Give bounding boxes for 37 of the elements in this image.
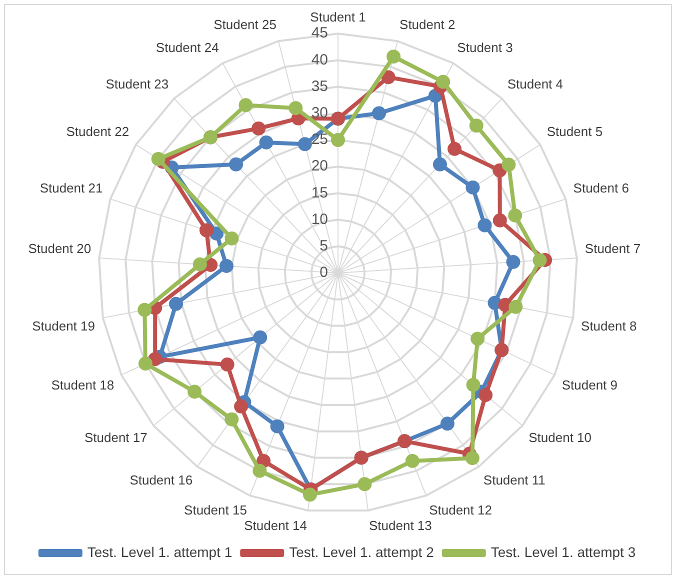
- y-tick-label: 10: [311, 210, 328, 228]
- spoke-label: Student 7: [584, 241, 641, 256]
- y-tick-label: 20: [311, 158, 328, 175]
- spoke-label: Student 5: [546, 124, 603, 140]
- spoke-label: Student 18: [51, 378, 114, 393]
- spoke-label: Student 21: [40, 180, 103, 196]
- spoke-label: Student 17: [84, 430, 148, 446]
- spoke-label: Student 8: [581, 318, 637, 334]
- spoke-label: Student 3: [457, 40, 513, 55]
- y-tick-label: 45: [311, 24, 328, 42]
- spoke-label: Student 23: [106, 76, 169, 92]
- spoke-label: Student 10: [528, 430, 592, 446]
- spoke-label: Student 4: [507, 76, 564, 92]
- y-tick-label: 25: [311, 131, 328, 148]
- spoke-label: Student 20: [28, 241, 92, 256]
- legend-label: Test. Level 1. attempt 1: [87, 544, 232, 560]
- spoke-label: Student 15: [184, 502, 247, 518]
- spoke-label: Student 6: [573, 180, 629, 196]
- y-tick-label: 0: [320, 264, 328, 282]
- legend-label: Test. Level 1. attempt 2: [289, 544, 434, 560]
- spoke-label: Student 14: [244, 518, 307, 533]
- y-tick-label: 40: [311, 51, 328, 68]
- spoke-label: Student 11: [483, 472, 546, 488]
- spoke-label: Student 1: [310, 9, 366, 24]
- spoke-label: Student 24: [156, 40, 219, 55]
- legend-label: Test. Level 1. attempt 3: [490, 544, 636, 560]
- spoke-label: Student 2: [400, 17, 456, 32]
- spoke-label: Student 16: [130, 472, 193, 488]
- y-tick-label: 35: [311, 78, 328, 95]
- spoke-label: Student 25: [214, 17, 276, 32]
- y-tick-label: 5: [320, 238, 328, 255]
- spoke-label: Student 9: [562, 378, 618, 393]
- spoke-label: Student 13: [369, 518, 432, 533]
- spoke-label: Student 22: [66, 124, 130, 140]
- y-tick-label: 15: [311, 184, 328, 202]
- spoke-label: Student 19: [32, 318, 95, 334]
- spoke-label: Student 12: [429, 502, 492, 518]
